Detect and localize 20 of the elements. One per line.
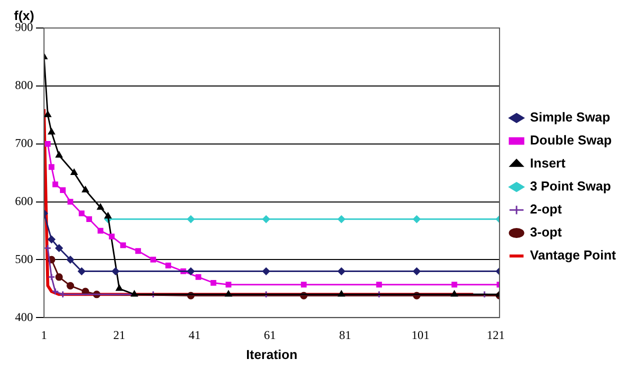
x-tick-label: 101: [411, 328, 430, 342]
x-tick-label: 21: [113, 328, 126, 342]
y-tick-label: 600: [15, 194, 33, 208]
x-tick-label: 1: [41, 328, 47, 342]
legend-label: 3-opt: [530, 224, 562, 240]
legend-label: Vantage Point: [530, 248, 617, 263]
legend-label: 3 Point Swap: [530, 178, 611, 194]
y-tick-label: 500: [15, 252, 33, 266]
x-tick-label: 61: [264, 328, 276, 342]
y-tick-label: 400: [15, 310, 33, 324]
legend-label: Double Swap: [530, 132, 612, 148]
legend-label: 2-opt: [530, 202, 562, 217]
x-tick-label: 81: [339, 328, 352, 342]
legend-label: Insert: [530, 156, 566, 171]
x-tick-label: 121: [486, 328, 505, 342]
y-tick-label: 700: [15, 136, 33, 150]
x-axis-title: Iteration: [246, 347, 298, 362]
x-tick-label: 41: [188, 328, 201, 342]
legend-label: Simple Swap: [530, 110, 610, 125]
y-tick-label: 800: [15, 78, 33, 92]
